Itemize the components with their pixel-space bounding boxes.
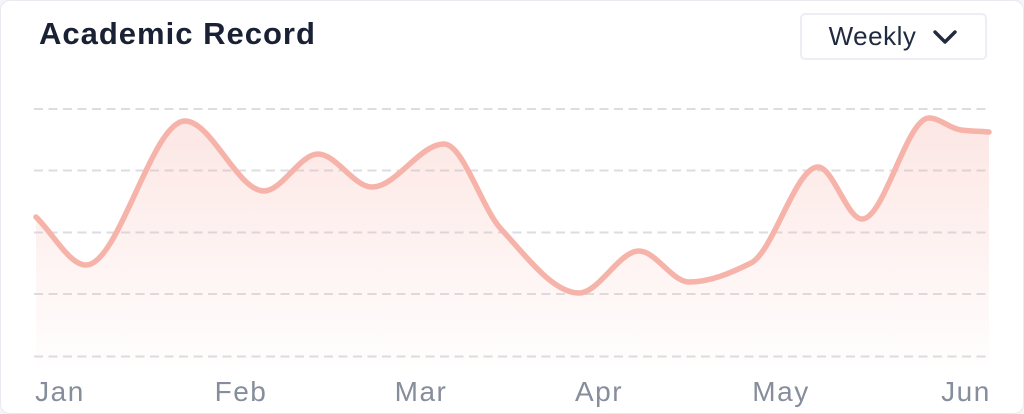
chevron-down-icon bbox=[932, 29, 958, 45]
x-axis-label-jan: Jan bbox=[35, 376, 85, 407]
trend-area-fill bbox=[36, 118, 989, 365]
card-header: Academic Record Weekly bbox=[1, 1, 1023, 73]
x-axis-labels: Jan Feb Mar Apr May Jun bbox=[35, 376, 991, 407]
x-axis-label-mar: Mar bbox=[395, 376, 448, 407]
x-axis-label-apr: Apr bbox=[575, 376, 623, 407]
period-selector-value: Weekly bbox=[828, 21, 917, 51]
x-axis-label-feb: Feb bbox=[215, 376, 268, 407]
x-axis-label-may: May bbox=[752, 376, 809, 407]
trend-line bbox=[33, 115, 992, 296]
period-selector-dropdown[interactable]: Weekly bbox=[800, 13, 987, 60]
page-title: Academic Record bbox=[39, 16, 316, 51]
x-axis-label-jun: Jun bbox=[941, 376, 991, 407]
